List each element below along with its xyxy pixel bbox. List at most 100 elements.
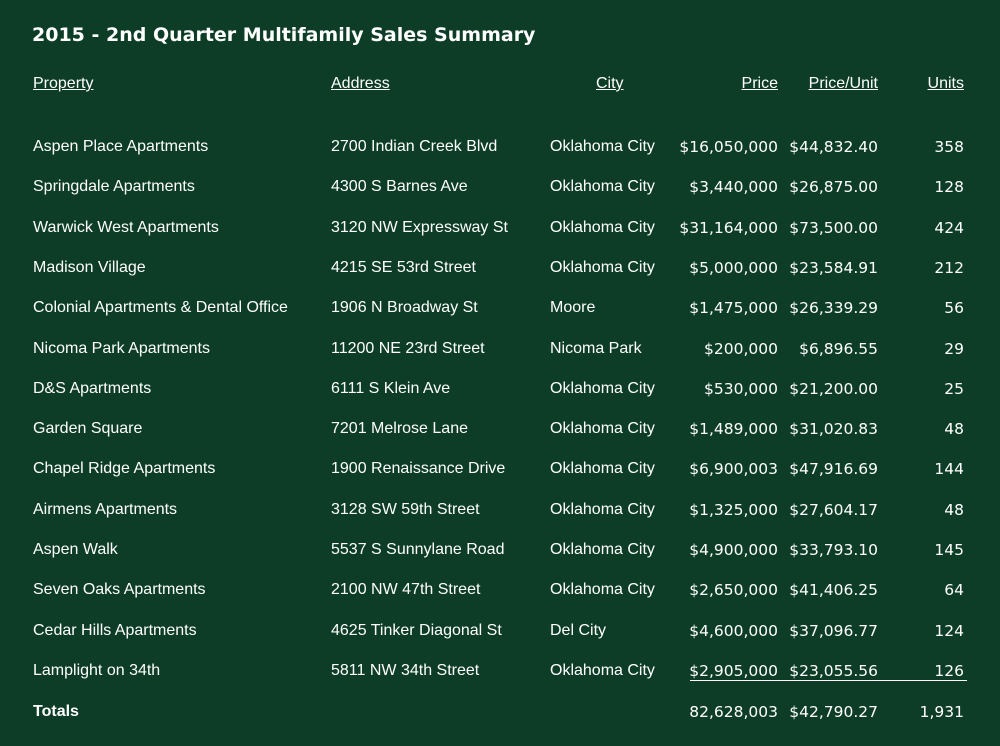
totals-row: Totals 82,628,003 $42,790.27 1,931 xyxy=(0,700,1000,730)
row-price: $1,489,000 xyxy=(689,420,778,439)
row-property: Aspen Walk xyxy=(33,541,118,558)
totals-price: 82,628,003 xyxy=(689,703,778,721)
row-price-per-unit: $73,500.00 xyxy=(789,218,878,237)
row-property: Springdale Apartments xyxy=(33,178,195,196)
row-address: 1900 Renaissance Drive xyxy=(331,460,506,478)
page-title: 2015 - 2nd Quarter Multifamily Sales Sum… xyxy=(32,24,536,46)
totals-rule xyxy=(690,680,967,681)
row-units: 25 xyxy=(944,379,964,398)
table-row: Springdale Apartments 4300 S Barnes Ave Ok… xyxy=(0,175,1000,205)
header-units: Units xyxy=(927,75,964,92)
row-property: Cedar Hills Apartments xyxy=(33,621,197,639)
row-units: 48 xyxy=(944,500,964,519)
row-address: 1906 N Broadway St xyxy=(331,299,478,317)
table-row: Cedar Hills Apartments 4625 Tinker Diagon… xyxy=(0,619,1000,649)
row-price-per-unit: $26,339.29 xyxy=(789,299,878,318)
row-address: 2700 Indian Creek Blvd xyxy=(331,138,498,155)
totals-units: 1,931 xyxy=(919,703,964,721)
row-city: Del City xyxy=(550,621,607,639)
table-row: Colonial Apartments & Dental Office 1906 … xyxy=(0,296,1000,326)
table-row: D&S Apartments 6111 S Klein Ave Oklahoma C… xyxy=(0,377,1000,407)
header-property: Property xyxy=(33,75,94,92)
row-address: 7201 Melrose Lane xyxy=(331,420,468,438)
table-row: Seven Oaks Apartments 2100 NW 47th Street… xyxy=(0,578,1000,608)
row-city: Oklahoma City xyxy=(550,218,655,236)
row-property: Lamplight on 34th xyxy=(33,661,161,679)
row-units: 64 xyxy=(944,581,964,600)
table-header: Property Address City Price Price/Unit U… xyxy=(0,72,1000,102)
row-city: Oklahoma City xyxy=(550,500,655,518)
row-price-per-unit: $33,793.10 xyxy=(789,541,878,559)
table-row: Chapel Ridge Apartments 1900 Renaissance … xyxy=(0,457,1000,487)
row-units: 145 xyxy=(934,541,964,559)
row-address: 5537 S Sunnylane Road xyxy=(331,541,505,558)
totals-label: Totals xyxy=(33,703,79,720)
row-property: Nicoma Park Apartments xyxy=(33,339,210,357)
header-city: City xyxy=(596,75,624,92)
row-price: $16,050,000 xyxy=(679,138,778,156)
row-price-per-unit: $31,020.83 xyxy=(789,420,878,439)
row-units: 128 xyxy=(934,178,964,197)
row-property: D&S Apartments xyxy=(33,379,152,397)
row-property: Seven Oaks Apartments xyxy=(33,581,206,599)
row-price-per-unit: $47,916.69 xyxy=(789,460,878,479)
header-address: Address xyxy=(331,75,390,92)
row-city: Oklahoma City xyxy=(550,379,655,397)
row-price-per-unit: $44,832.40 xyxy=(789,138,878,156)
row-address: 6111 S Klein Ave xyxy=(331,379,451,397)
row-property: Aspen Place Apartments xyxy=(33,138,209,155)
row-units: 212 xyxy=(934,258,964,277)
row-units: 56 xyxy=(944,299,964,318)
row-price: $6,900,003 xyxy=(689,460,778,479)
row-city: Nicoma Park xyxy=(550,339,642,357)
row-price: $200,000 xyxy=(704,339,778,358)
row-units: 126 xyxy=(934,661,964,680)
row-price: $31,164,000 xyxy=(679,218,778,237)
row-price: $2,905,000 xyxy=(689,661,778,680)
row-city: Oklahoma City xyxy=(550,258,655,276)
row-price: $1,325,000 xyxy=(689,500,778,519)
row-address: 11200 NE 23rd Street xyxy=(331,339,485,357)
row-city: Oklahoma City xyxy=(550,541,655,558)
row-units: 124 xyxy=(934,621,964,640)
row-price-per-unit: $41,406.25 xyxy=(789,581,878,600)
row-city: Oklahoma City xyxy=(550,460,655,478)
row-address: 2100 NW 47th Street xyxy=(331,581,481,599)
row-units: 424 xyxy=(934,218,964,237)
row-price-per-unit: $6,896.55 xyxy=(799,339,878,358)
row-units: 29 xyxy=(944,339,964,358)
header-price-per-unit: Price/Unit xyxy=(808,75,878,92)
row-price: $3,440,000 xyxy=(689,178,778,197)
row-address: 4625 Tinker Diagonal St xyxy=(331,621,502,639)
totals-price-per-unit: $42,790.27 xyxy=(789,703,878,721)
table-row: Warwick West Apartments 3120 NW Expresswa… xyxy=(0,216,1000,246)
row-property: Chapel Ridge Apartments xyxy=(33,460,216,478)
row-price: $4,600,000 xyxy=(689,621,778,640)
row-price-per-unit: $23,584.91 xyxy=(789,258,878,277)
row-property: Garden Square xyxy=(33,420,143,438)
row-property: Warwick West Apartments xyxy=(33,218,219,236)
row-units: 144 xyxy=(934,460,964,479)
table-row: Garden Square 7201 Melrose Lane Oklahoma C… xyxy=(0,417,1000,447)
row-price-per-unit: $23,055.56 xyxy=(789,661,878,680)
row-price: $4,900,000 xyxy=(689,541,778,559)
row-address: 5811 NW 34th Street xyxy=(331,661,480,679)
row-city: Oklahoma City xyxy=(550,178,655,196)
header-price: Price xyxy=(741,75,778,92)
row-address: 3120 NW Expressway St xyxy=(331,218,508,236)
row-price: $2,650,000 xyxy=(689,581,778,600)
table-row: Lamplight on 34th 5811 NW 34th Street Okla… xyxy=(0,659,1000,689)
row-city: Oklahoma City xyxy=(550,661,655,679)
row-city: Moore xyxy=(550,299,596,317)
row-price-per-unit: $21,200.00 xyxy=(789,379,878,398)
table-row: Aspen Place Apartments 2700 Indian Creek … xyxy=(0,135,1000,165)
table-row: Madison Village 4215 SE 53rd Street Oklaho… xyxy=(0,256,1000,286)
row-property: Colonial Apartments & Dental Office xyxy=(33,299,288,317)
row-address: 4300 S Barnes Ave xyxy=(331,178,468,196)
row-city: Oklahoma City xyxy=(550,138,655,155)
row-price: $530,000 xyxy=(704,379,778,398)
row-property: Airmens Apartments xyxy=(33,500,178,518)
table-row: Aspen Walk 5537 S Sunnylane Road Oklahoma … xyxy=(0,538,1000,568)
row-price-per-unit: $27,604.17 xyxy=(789,500,878,519)
row-property: Madison Village xyxy=(33,258,146,276)
